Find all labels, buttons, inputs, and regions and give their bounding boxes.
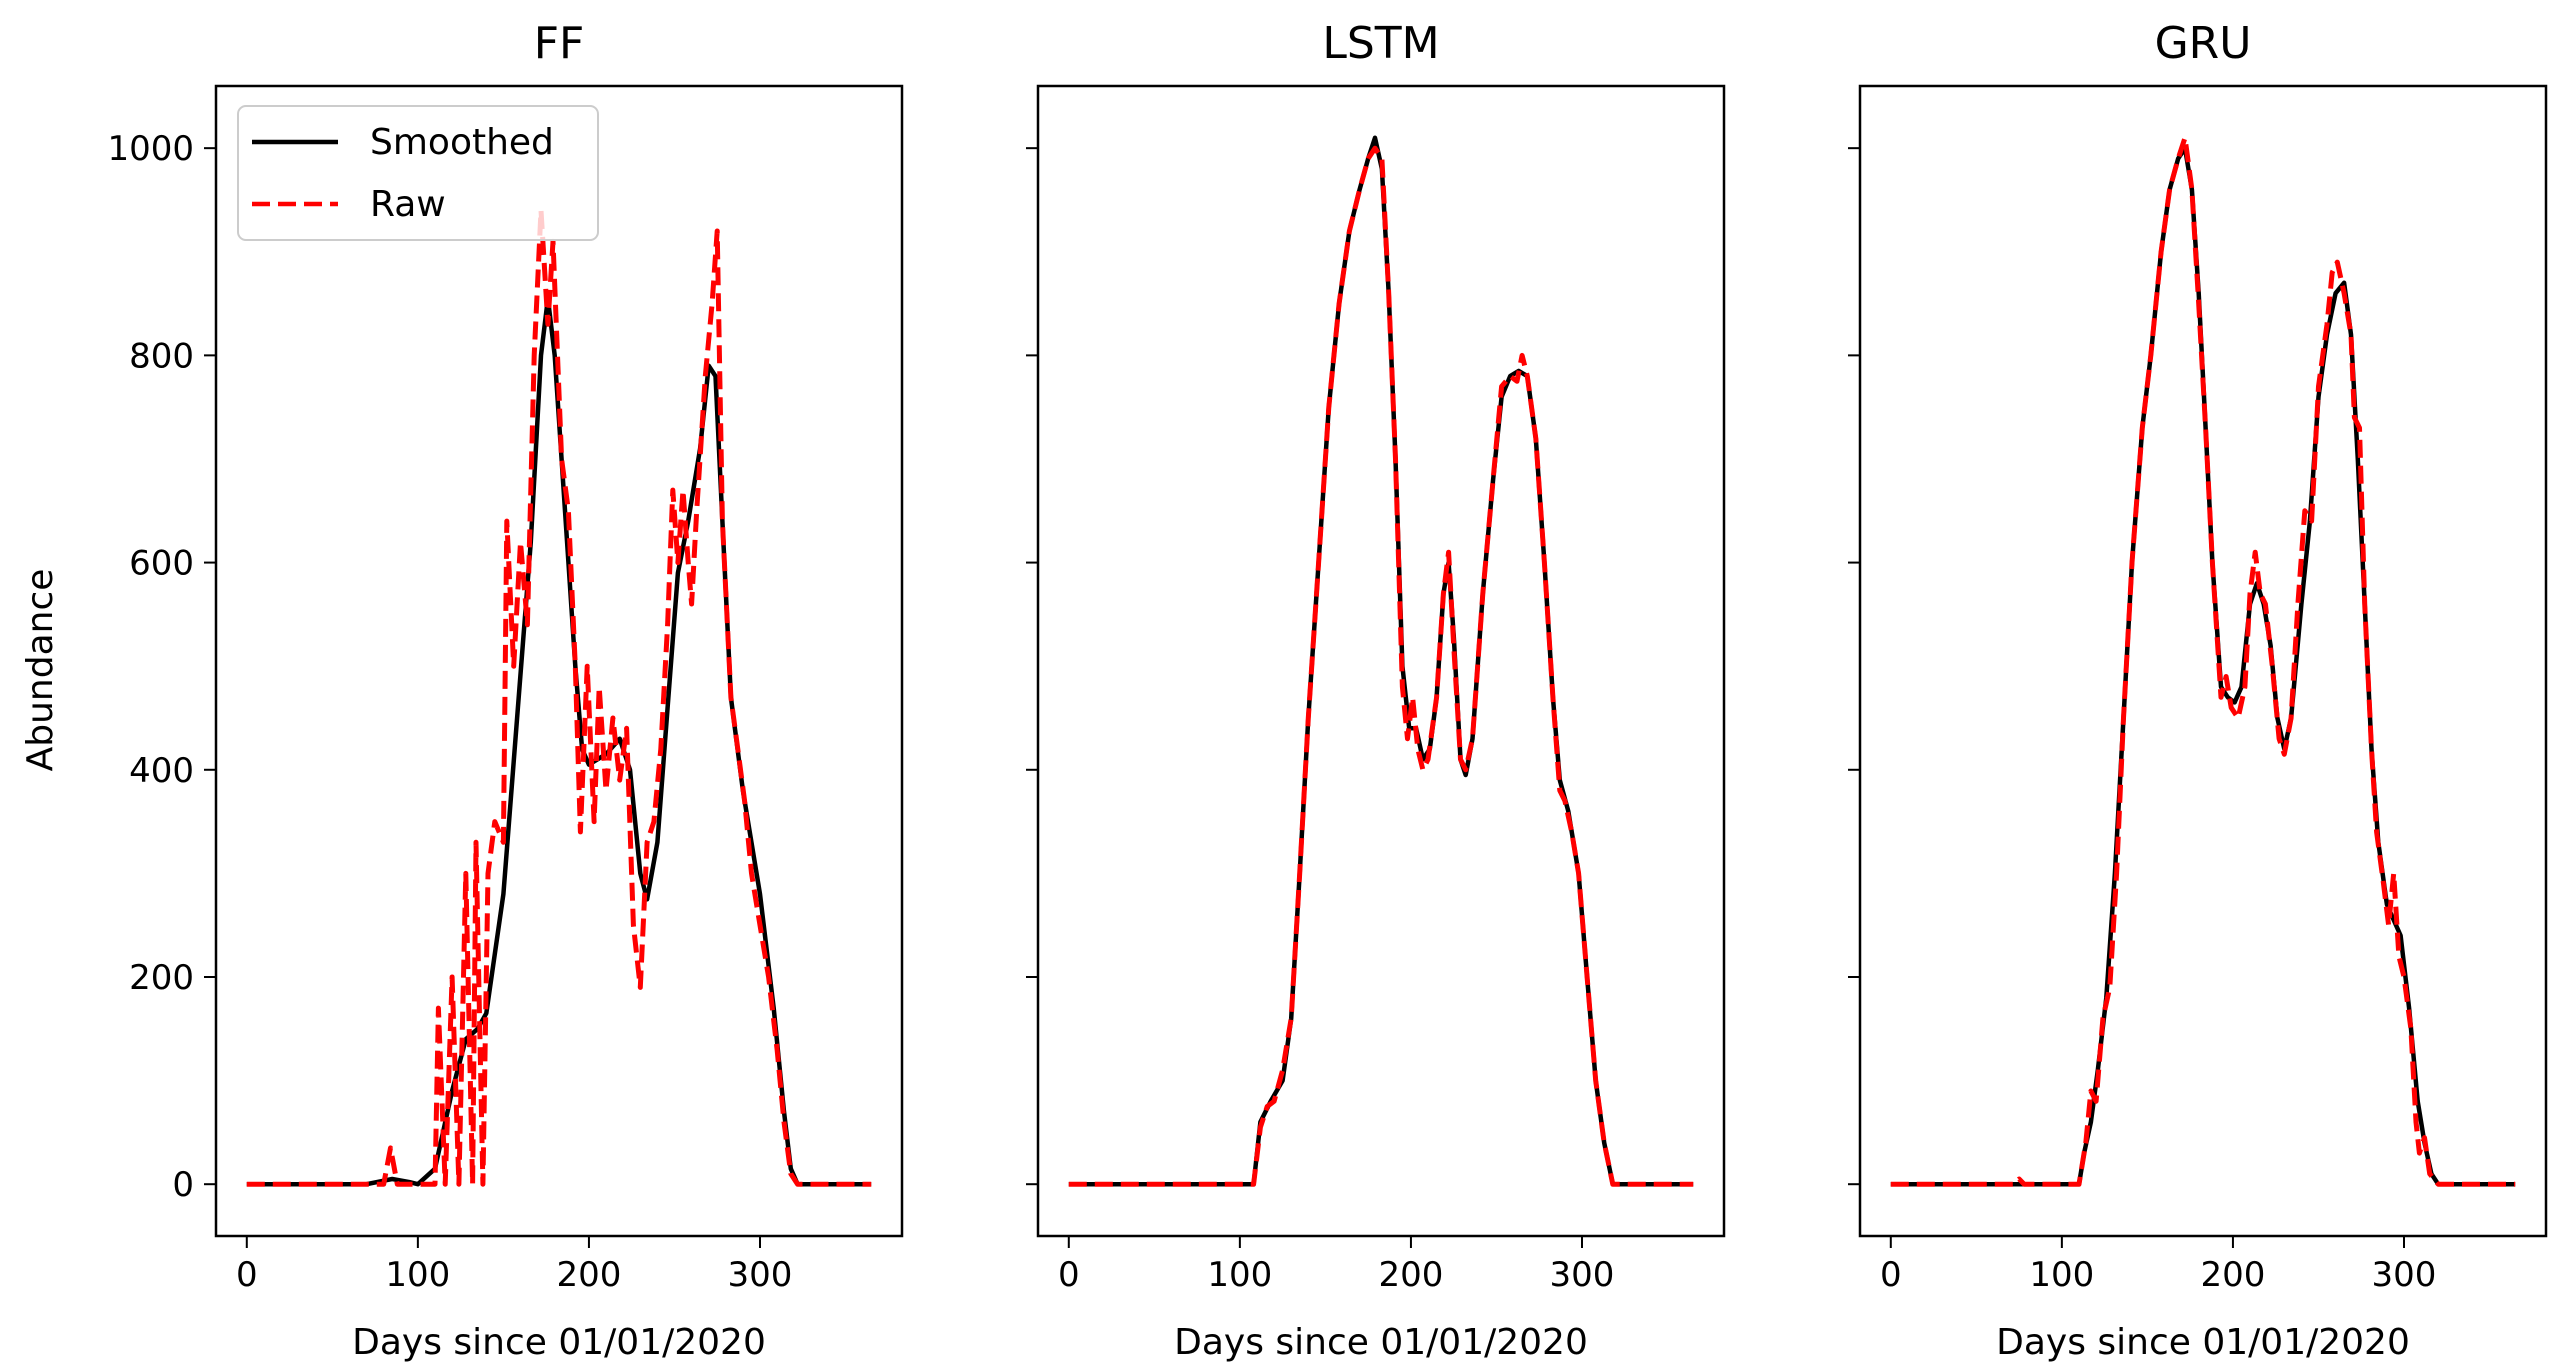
plot-frame [1036,84,1726,1238]
x-tick-label: 300 [2372,1255,2437,1295]
panel-lstm: LSTM 0 100 200 300 Days since 01/01/2020 [1026,18,1726,1363]
y-tick-label: 800 [129,336,194,376]
series-line-raw [1068,145,1694,1187]
legend-box [237,105,599,241]
legend: Smoothed Raw [237,105,599,241]
y-tick-label: 1000 [107,129,194,169]
x-axis-label: Days since 01/01/2020 [1174,1322,1588,1363]
x-tick-label: 100 [1207,1255,1272,1295]
panel-title: GRU [2155,18,2252,69]
y-tick-label: 400 [129,751,194,791]
x-tick-label: 0 [236,1255,258,1295]
x-tick-label: 300 [728,1255,793,1295]
panel-gru: GRU 0 100 200 300 Days since 01/01/2020 [1848,18,2548,1363]
x-tick-label: 200 [2200,1255,2265,1295]
legend-label-smoothed: Smoothed [370,122,554,163]
legend-label-raw: Raw [370,184,446,225]
series-line-raw [246,207,872,1187]
y-tick-label: 0 [172,1165,194,1205]
plot-frame [214,84,904,1238]
panel-ff: FF 0 100 200 300 0 200 400 600 800 1000 Days since … [107,18,904,1363]
panel-title: FF [534,18,585,69]
x-axis-label: Days since 01/01/2020 [352,1322,766,1363]
x-tick-label: 0 [1880,1255,1902,1295]
y-tick-label: 200 [129,958,194,998]
x-tick-label: 100 [385,1255,450,1295]
x-axis-label: Days since 01/01/2020 [1996,1322,2410,1363]
y-tick-label: 600 [129,544,194,584]
y-axis-label: Abundance [20,569,61,772]
x-tick-label: 200 [556,1255,621,1295]
series-line-raw [1890,135,2516,1187]
panel-title: LSTM [1322,18,1439,69]
x-tick-label: 200 [1378,1255,1443,1295]
x-tick-label: 0 [1058,1255,1080,1295]
x-tick-label: 300 [1550,1255,1615,1295]
plot-frame [1858,84,2548,1238]
x-tick-label: 100 [2029,1255,2094,1295]
